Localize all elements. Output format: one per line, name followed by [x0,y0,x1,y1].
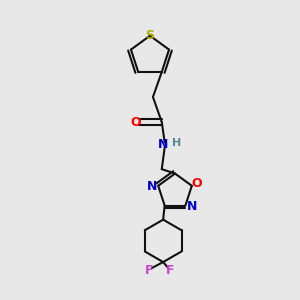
Text: F: F [145,264,153,278]
Text: O: O [192,177,203,190]
Text: F: F [165,264,174,278]
Text: N: N [147,180,157,193]
Text: N: N [158,138,168,151]
Text: S: S [146,29,154,42]
Text: H: H [172,138,181,148]
Text: N: N [187,200,197,213]
Text: O: O [130,116,141,128]
